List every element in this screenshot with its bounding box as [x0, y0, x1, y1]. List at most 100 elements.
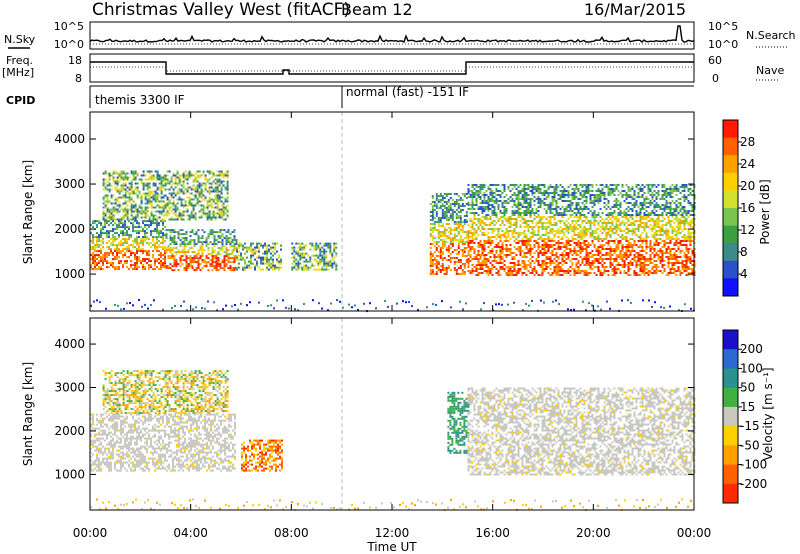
echo-cell	[547, 204, 550, 206]
echo-cell	[162, 234, 164, 237]
echo-cell	[497, 244, 500, 246]
echo-cell	[459, 273, 462, 275]
echo-cell	[315, 242, 318, 245]
echo-cell	[573, 270, 576, 272]
echo-cell	[597, 238, 600, 240]
echo-cell	[483, 218, 486, 220]
echo-cell	[184, 170, 187, 173]
echo-cell	[535, 272, 538, 274]
echo-cell	[569, 206, 572, 208]
echo-cell	[297, 262, 300, 265]
echo-cell	[120, 220, 122, 223]
echo-cell	[156, 170, 159, 173]
echo-cell	[483, 254, 486, 256]
echo-cell	[593, 212, 596, 214]
echo-cell	[112, 202, 115, 205]
echo-cell	[92, 226, 94, 229]
echo-cell	[551, 240, 554, 242]
echo-cell	[529, 200, 532, 202]
echo-cell	[613, 266, 616, 268]
echo-cell	[613, 188, 616, 190]
echo-cell	[545, 228, 548, 230]
echo-cell	[621, 196, 624, 198]
echo-cell	[156, 238, 158, 241]
echo-cell	[565, 208, 568, 210]
echo-cell	[158, 236, 160, 239]
echo-cell	[443, 213, 446, 215]
echo-cell	[211, 229, 214, 232]
echo-cell	[447, 219, 450, 221]
echo-cell	[313, 244, 316, 247]
echo-cell	[503, 184, 506, 186]
echo-cell	[489, 272, 492, 274]
echo-cell	[196, 202, 199, 205]
echo-cell	[555, 266, 558, 268]
echo-cell	[120, 196, 123, 199]
echo-cell	[649, 254, 652, 256]
echo-cell	[529, 264, 532, 266]
echo-cell	[144, 268, 146, 271]
echo-cell	[455, 213, 458, 215]
echo-cell	[577, 210, 580, 212]
echo-cell	[479, 196, 482, 198]
echo-cell	[299, 246, 302, 249]
echo-cell	[525, 264, 528, 266]
echo-cell	[587, 252, 590, 254]
echo-cell	[567, 254, 570, 256]
echo-cell	[533, 232, 536, 234]
echo-cell	[229, 269, 232, 272]
echo-cell	[627, 250, 630, 252]
echo-cell	[523, 194, 526, 196]
echo-cell	[118, 188, 121, 191]
echo-cell	[529, 258, 532, 260]
echo-cell	[192, 174, 195, 177]
echo-cell	[443, 273, 446, 275]
echo-cell	[171, 265, 174, 268]
echo-cell	[653, 184, 656, 186]
echo-cell	[174, 206, 177, 209]
echo-cell	[569, 244, 572, 246]
echo-cell	[645, 240, 648, 242]
echo-cell	[521, 206, 524, 208]
echo-cell	[192, 178, 195, 181]
echo-cell	[541, 264, 544, 266]
echo-cell	[569, 226, 572, 228]
echo-cell	[629, 274, 632, 276]
echo-cell	[551, 232, 554, 234]
echo-cell	[593, 218, 596, 220]
echo-cell	[293, 248, 296, 251]
echo-cell	[529, 214, 532, 216]
echo-cell	[527, 244, 530, 246]
echo-cell	[110, 208, 113, 211]
echo-cell	[240, 244, 242, 247]
echo-cell	[481, 186, 484, 188]
echo-cell	[154, 192, 157, 195]
echo-cell	[485, 190, 488, 192]
echo-cell	[567, 186, 570, 188]
echo-cell	[441, 251, 444, 253]
echo-cell	[555, 206, 558, 208]
echo-cell	[589, 256, 592, 258]
echo-cell	[513, 186, 516, 188]
echo-cell	[212, 200, 215, 203]
echo-cell	[551, 186, 554, 188]
echo-cell	[625, 248, 628, 250]
echo-cell	[501, 212, 504, 214]
echo-cell	[114, 202, 117, 205]
echo-cell	[205, 243, 208, 246]
echo-cell	[645, 222, 648, 224]
echo-cell	[523, 218, 526, 220]
echo-cell	[479, 208, 482, 210]
echo-cell	[621, 236, 624, 238]
echo-cell	[112, 262, 114, 265]
echo-cell	[102, 202, 105, 205]
echo-cell	[601, 188, 604, 190]
echo-cell	[513, 184, 516, 186]
echo-cell	[581, 246, 584, 248]
echo-cell	[212, 172, 215, 175]
echo-cell	[567, 192, 570, 194]
echo-cell	[579, 238, 582, 240]
echo-cell	[264, 244, 266, 247]
echo-cell	[569, 214, 572, 216]
echo-cell	[571, 254, 574, 256]
